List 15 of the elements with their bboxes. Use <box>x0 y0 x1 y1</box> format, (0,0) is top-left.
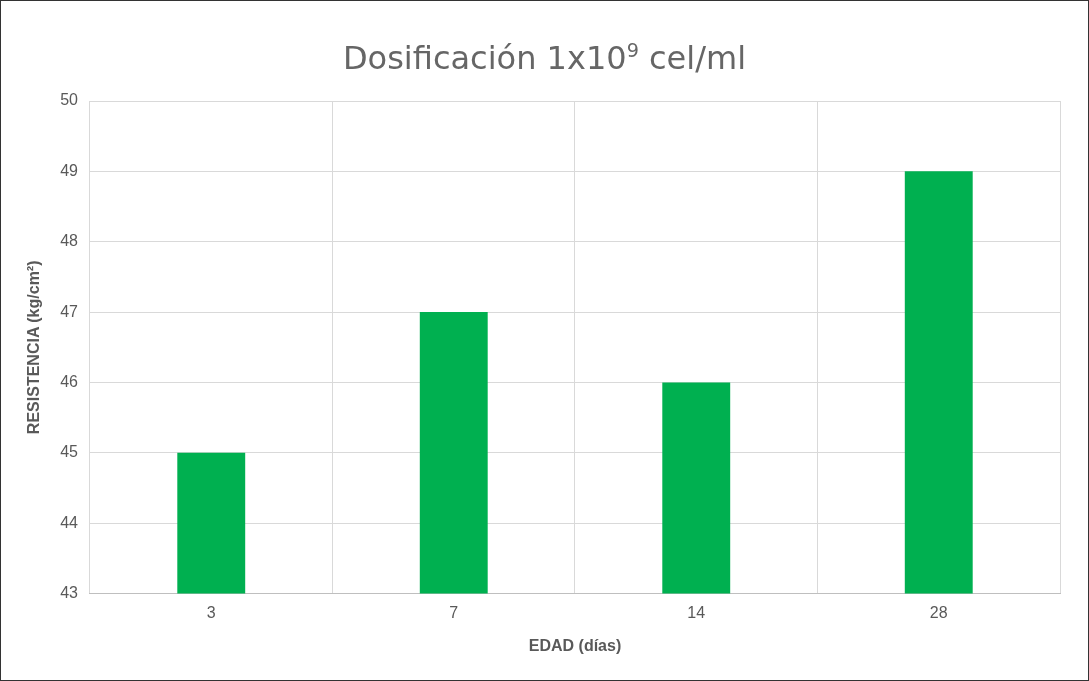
x-tick-label: 14 <box>687 603 706 621</box>
y-tick-label: 44 <box>60 513 79 531</box>
y-tick-label: 47 <box>60 302 79 320</box>
y-tick-label: 45 <box>60 443 79 461</box>
y-axis-title: RESISTENCIA (kg/cm²) <box>25 260 43 435</box>
x-tick-label: 3 <box>206 603 216 621</box>
x-tick-label: 7 <box>449 603 459 621</box>
y-tick-label: 48 <box>60 232 79 250</box>
x-axis-title: EDAD (días) <box>528 636 622 654</box>
y-tick-label: 43 <box>60 584 79 602</box>
y-tick-label: 50 <box>60 91 79 109</box>
y-tick-label: 46 <box>60 372 79 390</box>
x-tick-label: 28 <box>929 603 948 621</box>
y-tick-label: 49 <box>60 161 79 179</box>
chart-title: Dosificación 1x10$^{9}$ cel/ml <box>341 39 748 77</box>
